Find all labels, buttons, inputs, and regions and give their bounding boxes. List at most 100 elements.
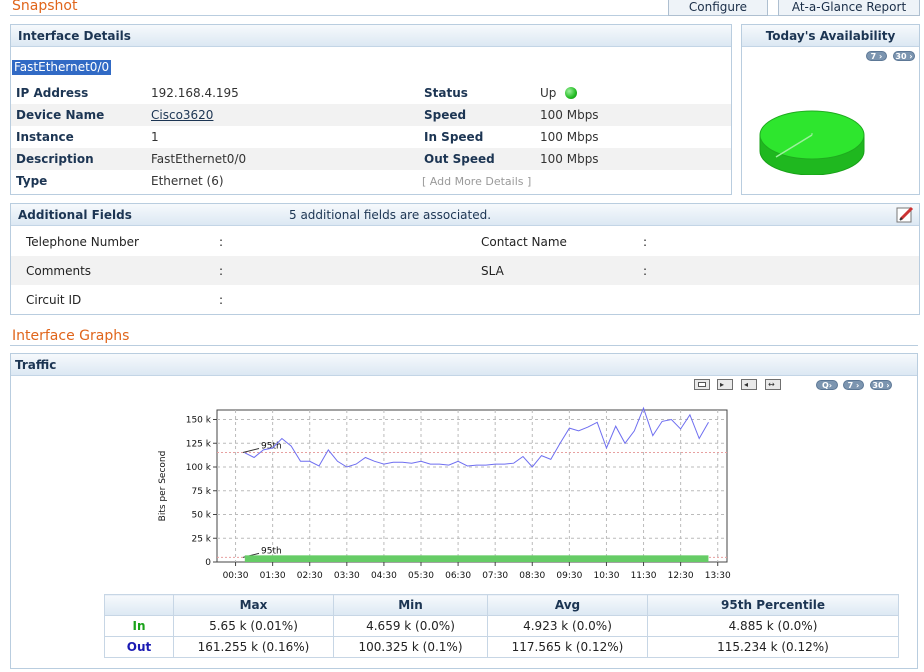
stats-row-label: In (104, 615, 174, 637)
stats-cell: 100.325 k (0.1%) (333, 636, 488, 658)
edit-icon[interactable] (895, 205, 915, 225)
stats-cell: 161.255 k (0.16%) (173, 636, 334, 658)
y-tick-label: 25 k (191, 534, 211, 544)
interface-details-panel: Interface Details FastEthernet0/0 IP Add… (10, 24, 732, 195)
x-tick-label: 05:30 (408, 571, 434, 581)
contact-name-label: Contact Name (481, 235, 567, 249)
circuit-id-sep: : (219, 293, 224, 307)
availability-30-label: 30 (895, 52, 907, 61)
availability-7-day-button[interactable]: 7 › (866, 51, 887, 61)
tab-configure[interactable]: Configure (668, 0, 768, 16)
speed-value: 100 Mbps (540, 108, 599, 122)
x-tick-label: 13:30 (705, 571, 731, 581)
y-axis-label: Bits per Second (158, 451, 168, 522)
device-name-link[interactable]: Cisco3620 (151, 108, 214, 122)
type-value: Ethernet (6) (151, 174, 224, 188)
series-in-area (244, 555, 709, 562)
range-7-label: 7 (847, 381, 854, 390)
graph-range-7-button[interactable]: 7 › (843, 380, 864, 390)
x-tick-label: 06:30 (445, 571, 471, 581)
series-out-line (244, 406, 709, 468)
sla-label: SLA (481, 264, 504, 278)
x-tick-label: 08:30 (519, 571, 545, 581)
availability-panel: Today's Availability 7 › 30 › (741, 24, 920, 195)
comments-label: Comments (26, 264, 92, 278)
availability-pie-chart (759, 110, 865, 175)
graph-range-30-button[interactable]: 30 › (870, 380, 892, 390)
status-value: Up (540, 86, 557, 100)
stats-header-min: Min (333, 594, 488, 616)
zoom-fit-icon[interactable]: ↔ (765, 379, 781, 390)
speed-label: Speed (424, 108, 467, 122)
comments-sep: : (219, 264, 224, 278)
percentile-label: 95th (261, 546, 282, 556)
y-tick-label: 50 k (191, 511, 211, 521)
y-tick-label: 150 k (186, 416, 212, 426)
type-label: Type (16, 174, 48, 188)
description-value: FastEthernet0/0 (151, 152, 247, 166)
stats-corner (104, 594, 174, 616)
page-title: Snapshot (12, 0, 78, 14)
stats-cell: 117.565 k (0.12%) (487, 636, 648, 658)
y-tick-label: 125 k (186, 439, 212, 449)
details-row: IP Address 192.168.4.195 Status Up (11, 82, 731, 104)
additional-fields-header-bar: Additional Fields 5 additional fields ar… (11, 204, 919, 226)
stats-header-95th: 95th Percentile (647, 594, 899, 616)
range-30-label: 30 (872, 381, 884, 390)
instance-label: Instance (16, 130, 74, 144)
x-tick-label: 10:30 (593, 571, 619, 581)
circuit-id-label: Circuit ID (26, 293, 82, 307)
out-speed-label: Out Speed (424, 152, 495, 166)
availability-30-day-button[interactable]: 30 › (893, 51, 915, 61)
y-tick-label: 100 k (186, 463, 212, 473)
x-tick-label: 04:30 (371, 571, 397, 581)
ip-address-value: 192.168.4.195 (151, 86, 239, 100)
pie-edge (775, 134, 813, 158)
telephone-number-sep: : (219, 235, 224, 249)
availability-header: Today's Availability (742, 25, 919, 47)
stats-row-out: Out 161.255 k (0.16%) 100.325 k (0.1%) 1… (104, 636, 899, 658)
interface-details-header: Interface Details (11, 25, 731, 47)
ip-address-label: IP Address (16, 86, 89, 100)
graph-range-q-button[interactable]: Q› (816, 380, 838, 390)
tab-at-a-glance-report[interactable]: At-a-Glance Report (778, 0, 920, 16)
stats-header-avg: Avg (487, 594, 648, 616)
stats-header-row: Max Min Avg 95th Percentile (104, 594, 899, 616)
details-row: Device Name Cisco3620 Speed 100 Mbps (11, 104, 731, 126)
details-row: Instance 1 In Speed 100 Mbps (11, 126, 731, 148)
additional-fields-panel: Additional Fields 5 additional fields ar… (10, 203, 920, 315)
status-up-icon (565, 87, 577, 99)
stats-cell: 4.659 k (0.0%) (333, 615, 488, 637)
traffic-header: Traffic (11, 354, 917, 376)
stats-cell: 4.885 k (0.0%) (647, 615, 899, 637)
stats-row-in: In 5.65 k (0.01%) 4.659 k (0.0%) 4.923 k… (104, 615, 899, 637)
telephone-number-label: Telephone Number (26, 235, 139, 249)
details-row: Type Ethernet (6) [ Add More Details ] (11, 170, 731, 192)
out-speed-value: 100 Mbps (540, 152, 599, 166)
sla-sep: : (643, 264, 648, 278)
export-icon[interactable]: ▸ (717, 379, 733, 390)
stats-cell: 115.234 k (0.12%) (647, 636, 899, 658)
in-speed-value: 100 Mbps (540, 130, 599, 144)
zoom-prev-icon[interactable]: ◂ (741, 379, 757, 390)
availability-7-label: 7 (870, 52, 877, 61)
traffic-chart: 0 25 k 50 k 75 k 100 k 125 k 150 k 00:30 01:30 02… (158, 406, 731, 581)
x-tick-label: 02:30 (297, 571, 323, 581)
interface-name[interactable]: FastEthernet0/0 (12, 60, 112, 75)
table-view-icon[interactable] (694, 379, 710, 390)
contact-name-sep: : (643, 235, 648, 249)
description-label: Description (16, 152, 94, 166)
additional-fields-header: Additional Fields (18, 208, 132, 222)
percentile-marker (242, 448, 260, 454)
stats-row-label: Out (104, 636, 174, 658)
y-tick-label: 75 k (191, 487, 211, 497)
additional-field-row: Circuit ID : (11, 285, 919, 314)
stats-header-max: Max (173, 594, 334, 616)
traffic-stats-table: Max Min Avg 95th Percentile In 5.65 k (0… (104, 594, 899, 658)
add-more-details-link[interactable]: [ Add More Details ] (422, 175, 532, 188)
x-tick-label: 09:30 (556, 571, 582, 581)
plot-area (216, 409, 728, 563)
in-speed-label: In Speed (424, 130, 484, 144)
traffic-panel: Traffic ▸ ◂ ↔ Q› 7 › 30 › 0 25 k 50 k 75 k 1… (10, 353, 918, 669)
device-name-label: Device Name (16, 108, 105, 122)
